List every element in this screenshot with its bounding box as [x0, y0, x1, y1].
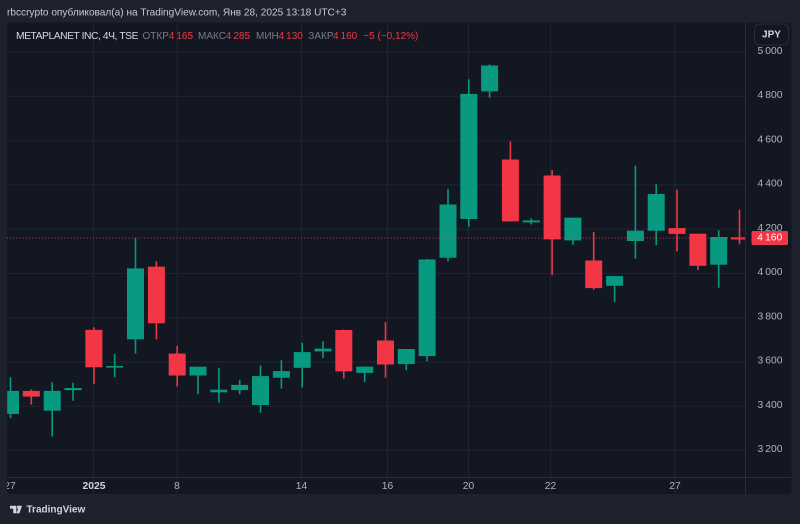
- svg-text:3 200: 3 200: [758, 444, 783, 455]
- svg-text:4 200: 4 200: [758, 223, 783, 234]
- svg-text:−5 (−0,12%): −5 (−0,12%): [363, 31, 418, 42]
- svg-text:4 160: 4 160: [757, 233, 782, 244]
- svg-text:27: 27: [669, 481, 681, 492]
- svg-text:4 160: 4 160: [333, 31, 358, 42]
- svg-text:2025: 2025: [83, 481, 106, 492]
- svg-text:16: 16: [382, 481, 394, 492]
- svg-text:TradingView: TradingView: [27, 504, 86, 515]
- svg-text:3 800: 3 800: [758, 311, 783, 322]
- svg-text:4 165: 4 165: [169, 31, 194, 42]
- svg-text:ЗАКР: ЗАКР: [308, 31, 334, 42]
- svg-text:МАКС: МАКС: [198, 31, 226, 42]
- svg-text:4 800: 4 800: [758, 90, 783, 101]
- svg-text:8: 8: [174, 481, 180, 492]
- svg-text:4 400: 4 400: [758, 179, 783, 190]
- svg-text:27: 27: [4, 481, 16, 492]
- svg-text:14: 14: [296, 481, 308, 492]
- svg-text:5 000: 5 000: [758, 46, 783, 57]
- svg-text:22: 22: [545, 481, 557, 492]
- svg-text:4 285: 4 285: [226, 31, 251, 42]
- svg-text:МИН: МИН: [256, 31, 279, 42]
- svg-text:20: 20: [463, 481, 475, 492]
- svg-text:3 400: 3 400: [758, 400, 783, 411]
- svg-text:rbccrypto опубликовал(а) на Tr: rbccrypto опубликовал(а) на TradingView.…: [7, 6, 347, 18]
- svg-text:METAPLANET INC, 4Ч, TSE: METAPLANET INC, 4Ч, TSE: [16, 31, 139, 42]
- svg-text:4 000: 4 000: [758, 267, 783, 278]
- svg-text:4 130: 4 130: [279, 31, 304, 42]
- svg-text:JPY: JPY: [762, 30, 781, 41]
- svg-text:4 600: 4 600: [758, 134, 783, 145]
- svg-text:ОТКР: ОТКР: [143, 31, 170, 42]
- svg-text:3 600: 3 600: [758, 356, 783, 367]
